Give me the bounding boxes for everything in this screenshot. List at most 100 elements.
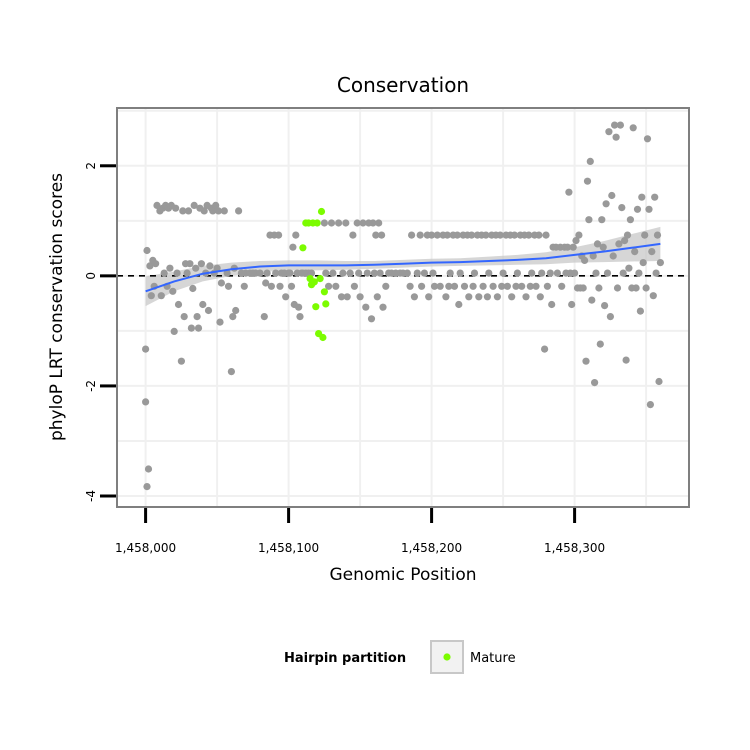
data-point [217,279,225,287]
data-point [546,269,554,277]
data-point [649,292,657,300]
data-point [510,231,519,239]
data-point [276,282,284,290]
data-point [216,318,224,326]
data-point [565,188,573,196]
data-point [450,282,459,290]
data-point [591,379,599,387]
data-point [483,293,491,301]
data-point [655,377,663,386]
data-point [445,282,453,290]
data-point [528,269,536,277]
data-point [468,231,476,239]
data-point [453,231,461,239]
data-point [442,293,450,301]
data-point [180,313,188,321]
data-point [602,200,610,208]
data-point [379,303,387,311]
data-point [177,357,185,365]
data-point [433,231,441,239]
data-point [536,293,544,301]
data-point [443,231,451,239]
data-point [526,282,534,290]
y-tick-label: -4 [84,490,98,502]
data-point [206,262,214,270]
data-point [337,293,346,301]
data-point [189,284,197,293]
data-point [166,264,174,272]
data-point [147,292,155,300]
data-point [214,207,223,215]
data-point [618,204,626,212]
x-axis: 1,458,000 1,458,100 1,458,200 1,458,300 [115,508,605,555]
data-point [575,231,583,239]
data-point [558,282,566,290]
data-point [616,121,625,129]
data-point [192,264,200,272]
data-point [190,201,198,209]
data-point [429,269,437,277]
data-point [601,302,609,310]
data-point [615,240,623,248]
data-point [153,201,161,209]
data-point [498,282,506,290]
data-point [287,282,296,290]
data-point [652,269,660,277]
data-point [608,191,616,200]
legend: Hairpin partition Mature [284,640,516,674]
data-point [197,260,205,268]
data-point [581,256,589,264]
data-point [263,269,271,277]
data-point [322,269,330,277]
legend-key-mature-point [443,653,451,661]
data-point [275,231,283,239]
data-point [169,287,177,295]
data-point [227,368,235,376]
data-point [589,252,597,260]
data-point [469,282,477,290]
data-point [376,269,384,277]
data-point [213,264,221,272]
data-point [146,262,154,270]
data-point [648,248,656,256]
data-point [583,177,592,185]
data-point [349,231,357,239]
data-point [373,293,381,301]
data-point [598,216,606,224]
data-point [370,269,378,277]
data-point [553,269,562,277]
data-point [143,483,151,491]
data-point [327,219,336,227]
data-point [229,313,237,321]
data-point [184,207,193,215]
data-point [342,219,350,227]
data-point [636,307,645,315]
chart-title: Conservation [337,73,469,97]
data-point [367,315,376,323]
data-point [625,264,633,272]
data-point [343,293,351,301]
data-point [626,216,635,224]
x-tick-label: 1,458,100 [258,541,319,555]
data-point [588,296,596,304]
data-point [355,269,363,277]
legend-label-mature: Mature [470,651,516,666]
data-point [359,219,367,227]
background-points [142,121,665,491]
data-point [489,282,497,290]
data-point [375,219,383,227]
data-point [174,300,183,309]
data-point [262,279,270,287]
data-point [611,121,619,129]
data-point [569,243,577,251]
data-point [639,259,647,267]
data-point [572,237,580,245]
data-point [470,269,479,277]
y-tick-label: 0 [84,272,98,280]
x-tick-label: 1,458,300 [544,541,605,555]
data-point [420,269,428,277]
data-point [260,313,268,321]
data-point [475,293,483,301]
data-point [350,282,358,290]
data-point [496,231,504,239]
